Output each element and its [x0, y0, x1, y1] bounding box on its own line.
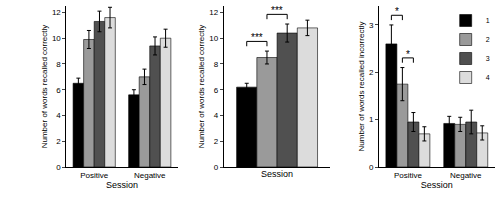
svg-text:4: 4	[56, 111, 61, 120]
svg-text:10: 10	[209, 34, 218, 43]
svg-text:Number of words recalled incor: Number of words recalled incorrectly	[357, 22, 366, 152]
svg-text:3: 3	[486, 55, 490, 62]
svg-text:Number of words recalled corre: Number of words recalled correctly	[197, 25, 206, 149]
svg-text:Positive: Positive	[80, 171, 109, 180]
svg-text:***: ***	[251, 32, 263, 43]
svg-text:1: 1	[369, 115, 374, 124]
svg-text:*: *	[406, 49, 410, 60]
svg-text:0: 0	[56, 163, 61, 172]
svg-text:*: *	[395, 6, 399, 17]
svg-text:0: 0	[214, 163, 219, 172]
svg-text:12: 12	[209, 8, 218, 17]
svg-text:6: 6	[214, 86, 219, 95]
svg-text:8: 8	[214, 60, 219, 69]
svg-text:Negative: Negative	[450, 171, 482, 180]
svg-text:4: 4	[214, 111, 219, 120]
svg-text:1: 1	[486, 17, 490, 24]
svg-text:2: 2	[486, 36, 490, 43]
svg-text:2: 2	[214, 137, 219, 146]
svg-text:12: 12	[52, 8, 61, 17]
svg-text:***: ***	[271, 5, 283, 16]
svg-text:10: 10	[52, 34, 61, 43]
svg-text:Positive: Positive	[394, 171, 423, 180]
svg-text:6: 6	[56, 86, 61, 95]
svg-text:Session: Session	[106, 180, 138, 190]
svg-text:Session: Session	[261, 169, 293, 179]
svg-text:0: 0	[369, 163, 374, 172]
svg-text:3: 3	[369, 21, 374, 30]
svg-text:8: 8	[56, 60, 61, 69]
svg-text:2: 2	[56, 137, 61, 146]
svg-text:Negative: Negative	[134, 171, 166, 180]
svg-text:Session: Session	[421, 180, 453, 190]
svg-text:2: 2	[369, 68, 374, 77]
svg-text:4: 4	[486, 74, 490, 81]
svg-text:Number of words recalled corre: Number of words recalled correctly	[40, 25, 49, 149]
